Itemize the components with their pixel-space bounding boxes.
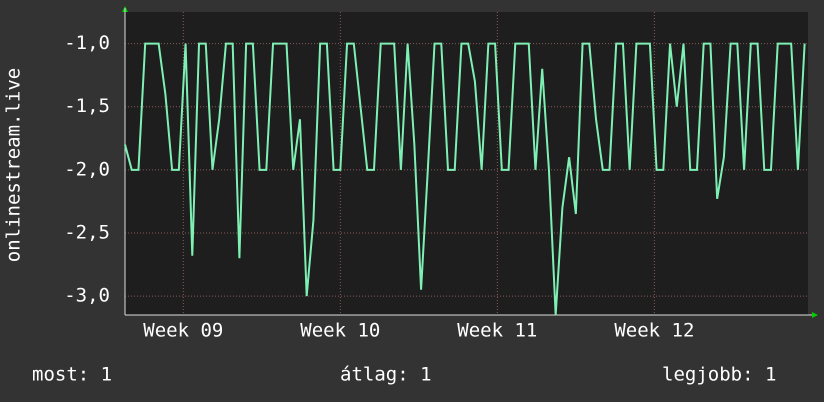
y-tick-label: -1,5 (64, 95, 110, 117)
x-tick-label: Week 12 (614, 320, 694, 342)
x-arrow (812, 312, 818, 318)
legend-entry: legjobb: 1 (662, 364, 776, 386)
y-tick-label: -2,0 (64, 158, 110, 180)
x-tick-label: Week 11 (457, 320, 537, 342)
plot-area (125, 12, 808, 315)
x-tick-label: Week 10 (300, 320, 380, 342)
x-tick-label: Week 09 (143, 320, 223, 342)
legend-entry: átlag: 1 (340, 364, 432, 386)
line (124, 42, 806, 316)
y-tick-label: -2,5 (64, 221, 110, 243)
y-tick-label: -3,0 (64, 285, 110, 307)
y-axis-title: onlinestream.live (3, 68, 25, 262)
legend-entry: most: 1 (32, 364, 112, 386)
y-tick-label: -1,0 (64, 32, 110, 54)
